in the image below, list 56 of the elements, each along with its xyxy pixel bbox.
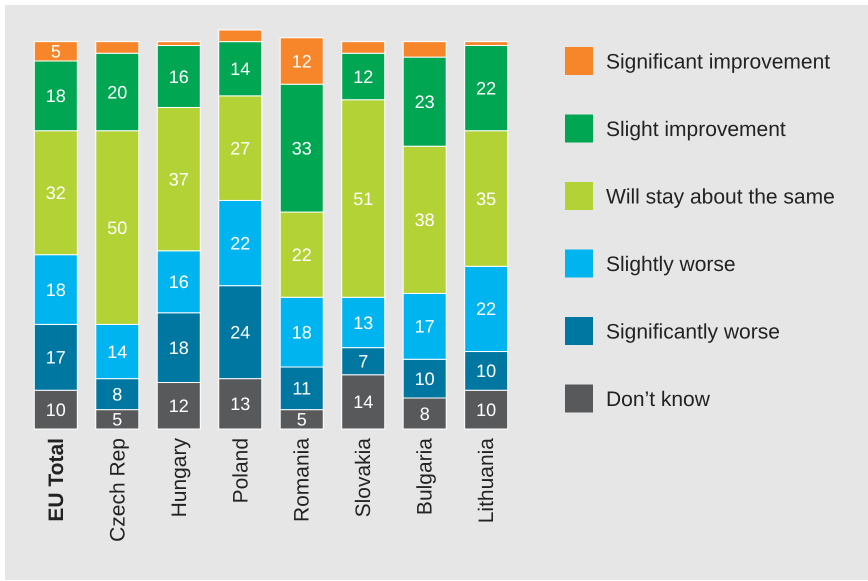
data-label: 35 <box>476 188 496 209</box>
data-label: 17 <box>414 316 435 337</box>
data-label: 10 <box>476 361 496 382</box>
data-label: 11 <box>292 378 312 399</box>
data-label: 18 <box>292 322 312 342</box>
data-label: 16 <box>168 272 189 292</box>
data-label: 10 <box>46 400 66 420</box>
data-label: 5 <box>112 410 122 430</box>
data-label: 38 <box>414 210 435 230</box>
legend-label: Slight improvement <box>606 118 786 141</box>
x-tick-label: Lithuania <box>475 438 498 524</box>
x-tick-label: Czech Rep <box>106 438 130 542</box>
data-label: 8 <box>112 384 122 404</box>
data-label: 8 <box>420 404 430 424</box>
data-label: 5 <box>50 42 61 62</box>
data-label: 22 <box>476 78 496 98</box>
data-label: 24 <box>230 322 250 342</box>
data-label: 33 <box>292 138 312 158</box>
data-label: 16 <box>168 66 189 87</box>
data-label: 51 <box>353 188 374 209</box>
data-label: 7 <box>358 352 368 372</box>
legend-label: Will stay about the same <box>606 185 835 208</box>
data-label: 37 <box>168 169 189 190</box>
data-label: 22 <box>476 299 496 320</box>
data-label: 18 <box>46 86 66 106</box>
x-tick-label: EU Total <box>44 438 68 522</box>
x-tick-label: Hungary <box>168 438 191 518</box>
data-label: 5 <box>296 410 307 430</box>
data-label: 18 <box>168 338 189 358</box>
data-label: 32 <box>46 183 66 203</box>
x-tick-label: Poland <box>229 438 252 504</box>
legend-label: Significantly worse <box>606 320 780 344</box>
data-label: 13 <box>353 312 374 333</box>
data-label: 12 <box>353 66 374 87</box>
data-label: 20 <box>107 82 128 102</box>
data-label: 18 <box>46 280 66 300</box>
data-label: 10 <box>414 368 435 389</box>
data-label: 12 <box>292 51 312 72</box>
data-label: 12 <box>168 396 189 416</box>
x-tick-label: Romania <box>290 438 314 522</box>
legend-label: Significant improvement <box>606 50 830 74</box>
data-label: 13 <box>230 394 250 414</box>
data-label: 14 <box>230 59 250 80</box>
x-tick-label: Bulgaria <box>414 438 437 516</box>
data-label: 14 <box>353 392 374 412</box>
data-label: 14 <box>107 342 128 362</box>
data-label: 22 <box>292 244 312 265</box>
data-label: 22 <box>230 233 250 254</box>
legend-label: Don’t know <box>606 388 711 411</box>
data-label: 23 <box>414 92 435 112</box>
x-tick-label: Slovakia <box>352 438 376 518</box>
data-label: 27 <box>230 138 250 158</box>
data-label: 10 <box>476 400 496 420</box>
data-label: 50 <box>107 218 128 238</box>
data-label: 17 <box>46 348 66 368</box>
legend-label: Slightly worse <box>606 252 736 276</box>
